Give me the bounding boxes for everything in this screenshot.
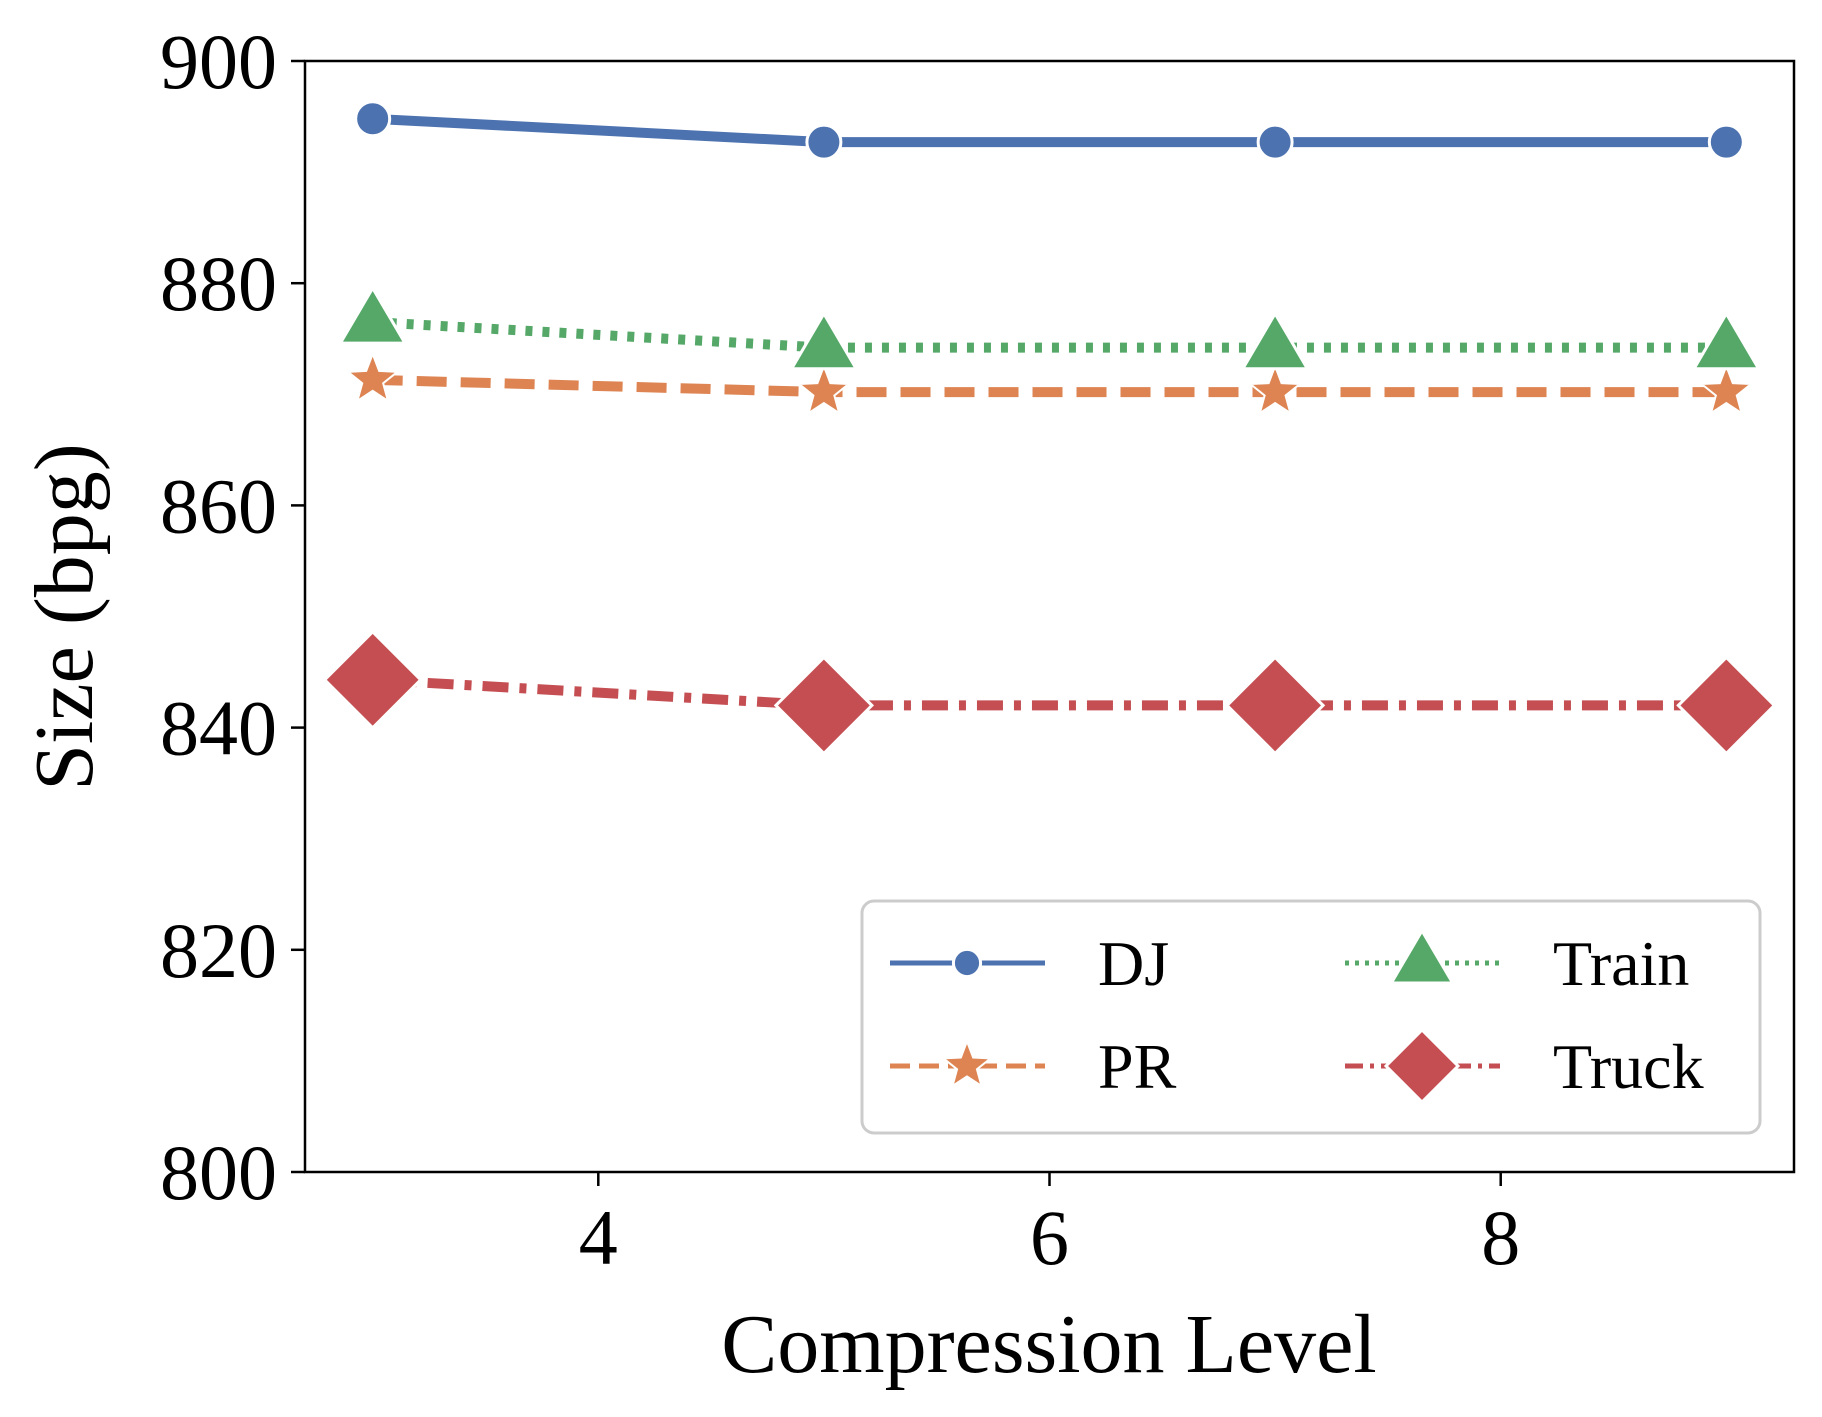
y-axis: 800 820 840 860 880 900 — [160, 18, 305, 1216]
y-axis-title: Size (bpg) — [18, 443, 111, 791]
data-point-dj — [805, 123, 843, 161]
data-point-train — [788, 310, 859, 371]
data-point-train — [1691, 310, 1762, 371]
legend-entry-truck: Truck — [1345, 1027, 1704, 1105]
x-axis-title: Compression Level — [721, 1298, 1377, 1391]
series-line-pr — [372, 374, 1727, 398]
series-dj — [354, 100, 1745, 161]
y-tick-label: 900 — [160, 18, 277, 105]
y-tick-label: 820 — [160, 907, 277, 994]
series-line-dj — [372, 113, 1727, 148]
legend-marker — [940, 1038, 994, 1089]
data-point-dj — [1256, 123, 1294, 161]
data-point-dj — [1707, 123, 1745, 161]
series-line-truck — [372, 674, 1727, 711]
legend-label: Truck — [1553, 1031, 1704, 1102]
data-point-pr — [345, 351, 401, 404]
data-point-pr — [1698, 363, 1754, 416]
legend-marker — [1383, 1027, 1461, 1105]
x-tick-label: 8 — [1481, 1194, 1520, 1281]
y-tick-label: 800 — [160, 1129, 277, 1216]
series-truck — [322, 629, 1777, 756]
x-tick-label: 6 — [1030, 1194, 1069, 1281]
legend: DJ PR Train Truck — [860, 899, 1762, 1135]
legend-entry-dj: DJ — [890, 928, 1169, 999]
data-point-train — [1240, 310, 1311, 371]
series-line-train — [372, 317, 1727, 353]
legend-entry-train: Train — [1345, 927, 1689, 999]
series-layer — [322, 100, 1777, 756]
x-axis: 4 6 8 — [579, 1172, 1520, 1281]
legend-label: DJ — [1098, 928, 1169, 999]
y-tick-label: 840 — [160, 685, 277, 772]
legend-marker — [1388, 927, 1456, 985]
data-point-train — [337, 285, 408, 345]
series-train — [337, 285, 1762, 371]
series-pr — [345, 351, 1754, 416]
legend-entry-pr: PR — [890, 1031, 1177, 1102]
data-point-truck — [1676, 655, 1777, 756]
data-point-dj — [354, 100, 392, 138]
y-tick-label: 860 — [160, 462, 277, 549]
legend-label: Train — [1553, 928, 1689, 999]
legend-marker — [951, 947, 983, 979]
data-point-truck — [773, 655, 875, 756]
data-point-pr — [796, 363, 852, 416]
data-point-truck — [322, 629, 423, 730]
data-point-truck — [1224, 655, 1326, 756]
legend-box — [860, 899, 1762, 1135]
legend-label: PR — [1098, 1031, 1177, 1102]
data-point-pr — [1247, 363, 1303, 416]
y-tick-label: 880 — [160, 240, 277, 327]
x-tick-label: 4 — [579, 1194, 618, 1281]
